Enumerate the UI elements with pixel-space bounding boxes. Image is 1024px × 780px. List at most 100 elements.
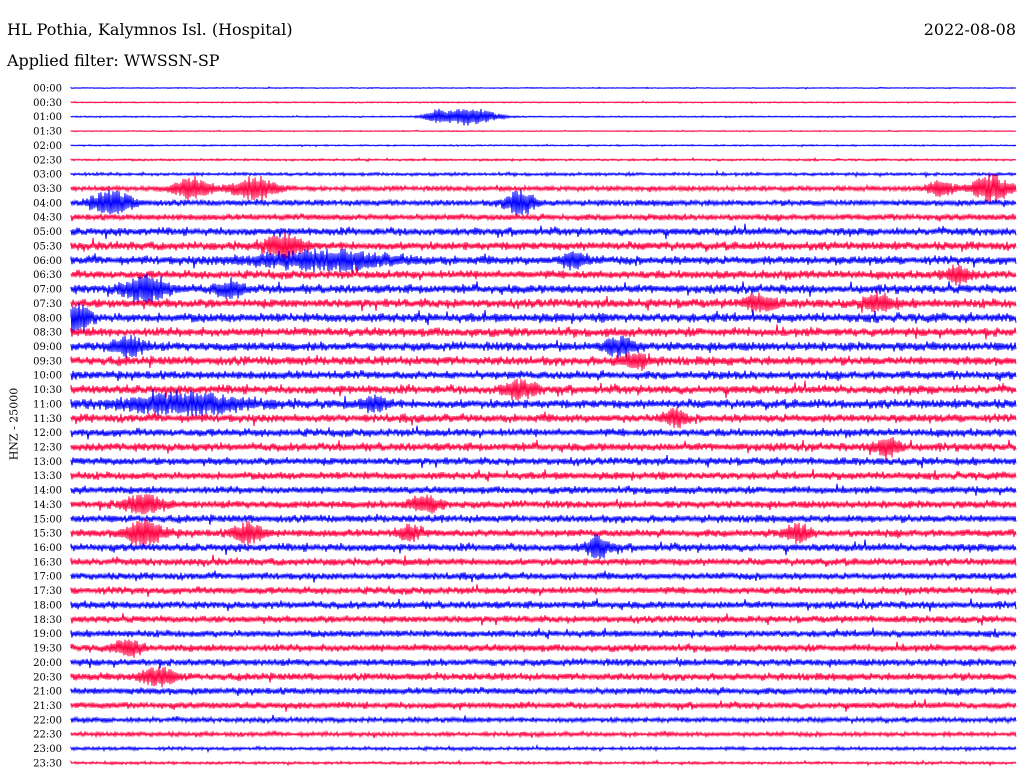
trace-row bbox=[70, 534, 1017, 560]
trace-row bbox=[70, 129, 1017, 133]
trace-row bbox=[70, 370, 1017, 382]
trace-row bbox=[70, 388, 1017, 417]
time-label: 01:00 bbox=[33, 112, 62, 123]
time-label: 23:00 bbox=[33, 744, 62, 755]
time-label: 12:00 bbox=[33, 428, 62, 439]
trace-row bbox=[70, 335, 1017, 359]
trace-row bbox=[70, 584, 1017, 597]
time-label: 18:00 bbox=[33, 600, 62, 611]
time-label: 15:00 bbox=[33, 514, 62, 525]
trace-row bbox=[70, 483, 1017, 496]
time-label: 00:00 bbox=[33, 84, 62, 95]
filter-label: Applied filter: WWSSN-SP bbox=[7, 51, 220, 70]
trace-row bbox=[70, 743, 1017, 754]
trace-row bbox=[70, 714, 1017, 725]
time-label: 16:30 bbox=[33, 557, 62, 568]
time-label: 11:30 bbox=[33, 414, 62, 425]
trace-row bbox=[70, 686, 1017, 696]
trace-row bbox=[70, 759, 1017, 767]
time-label: 15:30 bbox=[33, 529, 62, 540]
trace-row bbox=[70, 173, 1017, 205]
time-label: 08:30 bbox=[33, 328, 62, 339]
time-label: 11:00 bbox=[33, 399, 62, 410]
trace-row bbox=[70, 108, 1017, 126]
date-label: 2022-08-08 bbox=[923, 20, 1016, 39]
trace-row bbox=[70, 212, 1017, 222]
trace-row bbox=[70, 248, 1017, 274]
time-label: 23:30 bbox=[33, 758, 62, 769]
trace-row bbox=[70, 436, 1017, 461]
trace-row bbox=[70, 189, 1017, 216]
time-label: 09:00 bbox=[33, 342, 62, 353]
trace-row bbox=[70, 513, 1017, 525]
time-label: 13:00 bbox=[33, 457, 62, 468]
trace-row bbox=[70, 303, 1017, 333]
trace-row bbox=[70, 657, 1017, 669]
trace-row bbox=[70, 407, 1017, 429]
trace-row bbox=[70, 156, 1017, 163]
time-label: 02:00 bbox=[33, 141, 62, 152]
trace-row bbox=[70, 378, 1017, 401]
trace-row bbox=[70, 666, 1017, 688]
trace-row bbox=[70, 223, 1017, 240]
time-label: 20:00 bbox=[33, 658, 62, 669]
time-label: 07:30 bbox=[33, 299, 62, 310]
time-label: 07:00 bbox=[33, 285, 62, 296]
trace-group bbox=[70, 86, 1017, 767]
trace-row bbox=[70, 352, 1017, 371]
trace-row bbox=[70, 425, 1017, 440]
trace-row bbox=[70, 698, 1017, 712]
station-title: HL Pothia, Kalymnos Isl. (Hospital) bbox=[7, 20, 293, 39]
time-label: 21:00 bbox=[33, 687, 62, 698]
trace-row bbox=[70, 518, 1017, 547]
trace-row bbox=[70, 169, 1017, 179]
trace-row bbox=[70, 291, 1017, 313]
time-label: 20:30 bbox=[33, 672, 62, 683]
time-label: 19:00 bbox=[33, 629, 62, 640]
time-label: 05:00 bbox=[33, 227, 62, 238]
trace-row bbox=[70, 264, 1017, 286]
trace-row bbox=[70, 598, 1017, 612]
time-label: 17:00 bbox=[33, 572, 62, 583]
trace-row bbox=[70, 231, 1017, 260]
time-label: 06:00 bbox=[33, 256, 62, 267]
trace-row bbox=[70, 494, 1017, 515]
trace-row bbox=[70, 627, 1017, 640]
trace-row bbox=[70, 100, 1017, 105]
trace-row bbox=[70, 143, 1017, 148]
time-label: 08:00 bbox=[33, 313, 62, 324]
trace-row bbox=[70, 455, 1017, 469]
time-label: 03:00 bbox=[33, 170, 62, 181]
time-label: 01:30 bbox=[33, 127, 62, 138]
time-label-group: 00:00 00:30 01:00 01:30 02:00 02:30 03:00 03:30… bbox=[33, 84, 62, 770]
time-label: 10:00 bbox=[33, 371, 62, 382]
time-label: 22:00 bbox=[33, 715, 62, 726]
time-label: 04:30 bbox=[33, 213, 62, 224]
time-label: 14:30 bbox=[33, 500, 62, 511]
time-label: 22:30 bbox=[33, 730, 62, 741]
time-label: 16:00 bbox=[33, 543, 62, 554]
time-label: 03:30 bbox=[33, 184, 62, 195]
time-label: 13:30 bbox=[33, 471, 62, 482]
time-label: 02:30 bbox=[33, 155, 62, 166]
trace-row bbox=[70, 324, 1017, 340]
trace-row bbox=[70, 639, 1017, 658]
time-label: 04:00 bbox=[33, 198, 62, 209]
time-label: 05:30 bbox=[33, 241, 62, 252]
time-label: 21:30 bbox=[33, 701, 62, 712]
trace-row bbox=[70, 273, 1017, 305]
trace-row bbox=[70, 86, 1017, 90]
time-label: 09:30 bbox=[33, 356, 62, 367]
time-label: 14:00 bbox=[33, 486, 62, 497]
trace-row bbox=[70, 469, 1017, 482]
trace-row bbox=[70, 570, 1017, 583]
time-label: 12:30 bbox=[33, 443, 62, 454]
time-label: 00:30 bbox=[33, 98, 62, 109]
time-label: 17:30 bbox=[33, 586, 62, 597]
time-label: 19:30 bbox=[33, 644, 62, 655]
time-label: 18:30 bbox=[33, 615, 62, 626]
time-label: 10:30 bbox=[33, 385, 62, 396]
trace-row bbox=[70, 729, 1017, 739]
trace-row bbox=[70, 613, 1017, 626]
